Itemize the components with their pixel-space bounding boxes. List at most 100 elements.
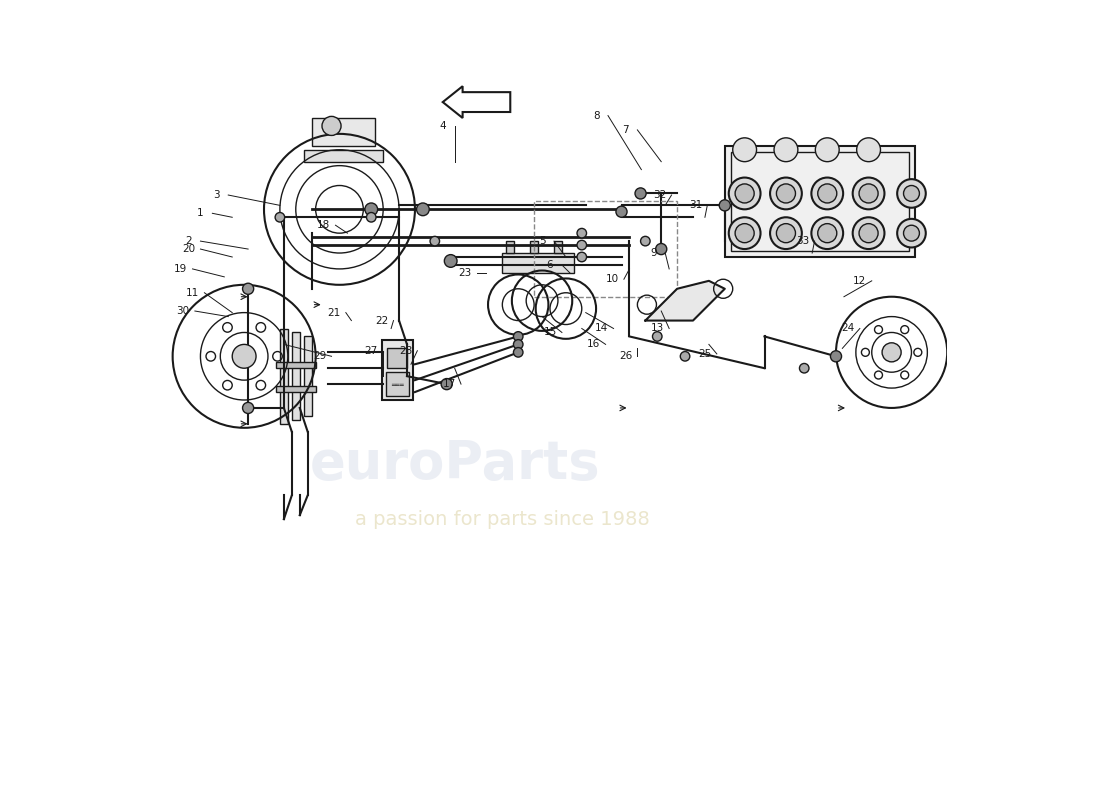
Circle shape xyxy=(514,347,522,357)
Circle shape xyxy=(640,236,650,246)
Circle shape xyxy=(735,184,755,203)
Text: 9: 9 xyxy=(650,248,657,258)
Circle shape xyxy=(903,186,920,202)
Bar xyxy=(276,362,316,368)
Circle shape xyxy=(817,224,837,242)
Circle shape xyxy=(441,378,452,390)
Bar xyxy=(506,241,515,253)
Bar xyxy=(387,348,407,368)
Circle shape xyxy=(852,178,884,210)
Text: 6: 6 xyxy=(547,260,553,270)
Text: 29: 29 xyxy=(314,351,327,362)
Text: 23: 23 xyxy=(459,268,472,278)
Bar xyxy=(279,329,288,424)
Text: euroParts: euroParts xyxy=(309,438,600,490)
Circle shape xyxy=(578,240,586,250)
Circle shape xyxy=(903,226,920,241)
Text: 12: 12 xyxy=(854,276,867,286)
Bar xyxy=(292,333,300,420)
Circle shape xyxy=(777,224,795,242)
Bar xyxy=(311,118,375,146)
Circle shape xyxy=(777,184,795,203)
Text: 18: 18 xyxy=(317,220,330,230)
Text: 30: 30 xyxy=(176,306,189,316)
Circle shape xyxy=(733,138,757,162)
Circle shape xyxy=(616,206,627,218)
Circle shape xyxy=(859,224,878,242)
Text: 21: 21 xyxy=(328,308,341,318)
Text: 28: 28 xyxy=(399,346,412,356)
Circle shape xyxy=(859,184,878,203)
Text: 19: 19 xyxy=(174,264,187,274)
Text: a passion for parts since 1988: a passion for parts since 1988 xyxy=(355,510,650,529)
Bar xyxy=(554,241,562,253)
Text: 33: 33 xyxy=(796,236,810,246)
Circle shape xyxy=(830,350,842,362)
Circle shape xyxy=(578,252,586,262)
Circle shape xyxy=(882,342,901,362)
Text: 17: 17 xyxy=(442,379,455,389)
Text: 24: 24 xyxy=(842,323,855,334)
FancyArrow shape xyxy=(442,86,510,118)
Circle shape xyxy=(514,340,522,349)
Circle shape xyxy=(232,344,256,368)
Bar xyxy=(725,146,915,257)
Circle shape xyxy=(728,218,760,249)
Text: 27: 27 xyxy=(364,346,378,356)
Bar xyxy=(732,152,909,250)
Bar xyxy=(535,202,678,297)
Bar xyxy=(530,241,538,253)
Text: 14: 14 xyxy=(595,323,608,334)
Circle shape xyxy=(680,351,690,361)
Bar xyxy=(503,253,574,273)
Text: 10: 10 xyxy=(605,274,618,284)
Circle shape xyxy=(719,200,730,211)
Circle shape xyxy=(514,332,522,342)
Bar xyxy=(276,386,316,392)
Text: 31: 31 xyxy=(689,200,702,210)
Text: 13: 13 xyxy=(650,323,664,334)
Text: 1: 1 xyxy=(197,208,204,218)
Polygon shape xyxy=(646,281,725,321)
Circle shape xyxy=(735,224,755,242)
Circle shape xyxy=(812,218,844,249)
Circle shape xyxy=(322,116,341,135)
Circle shape xyxy=(770,178,802,210)
Text: 2: 2 xyxy=(185,236,191,246)
Text: 26: 26 xyxy=(619,351,632,362)
Circle shape xyxy=(857,138,880,162)
Circle shape xyxy=(578,229,586,238)
Circle shape xyxy=(898,179,926,208)
Circle shape xyxy=(815,138,839,162)
Circle shape xyxy=(243,283,254,294)
Circle shape xyxy=(635,188,646,199)
Circle shape xyxy=(417,203,429,216)
Circle shape xyxy=(430,236,440,246)
Circle shape xyxy=(243,402,254,414)
Circle shape xyxy=(652,332,662,342)
Circle shape xyxy=(365,203,377,216)
Bar xyxy=(386,372,409,396)
Text: 16: 16 xyxy=(587,339,601,350)
Circle shape xyxy=(817,184,837,203)
Circle shape xyxy=(366,213,376,222)
Circle shape xyxy=(770,218,802,249)
Circle shape xyxy=(852,218,884,249)
Text: 22: 22 xyxy=(375,315,388,326)
Text: ═══: ═══ xyxy=(392,381,404,387)
Text: 15: 15 xyxy=(543,327,557,338)
Circle shape xyxy=(275,213,285,222)
Circle shape xyxy=(656,243,667,254)
Text: 20: 20 xyxy=(182,244,195,254)
Text: 4: 4 xyxy=(439,121,447,131)
Text: 32: 32 xyxy=(653,190,667,200)
Bar xyxy=(304,150,383,162)
Circle shape xyxy=(800,363,808,373)
Circle shape xyxy=(728,178,760,210)
Text: 8: 8 xyxy=(593,110,600,121)
Text: 25: 25 xyxy=(698,349,712,359)
Bar xyxy=(304,337,311,416)
Circle shape xyxy=(444,254,458,267)
Circle shape xyxy=(898,219,926,247)
Text: 3: 3 xyxy=(213,190,220,200)
